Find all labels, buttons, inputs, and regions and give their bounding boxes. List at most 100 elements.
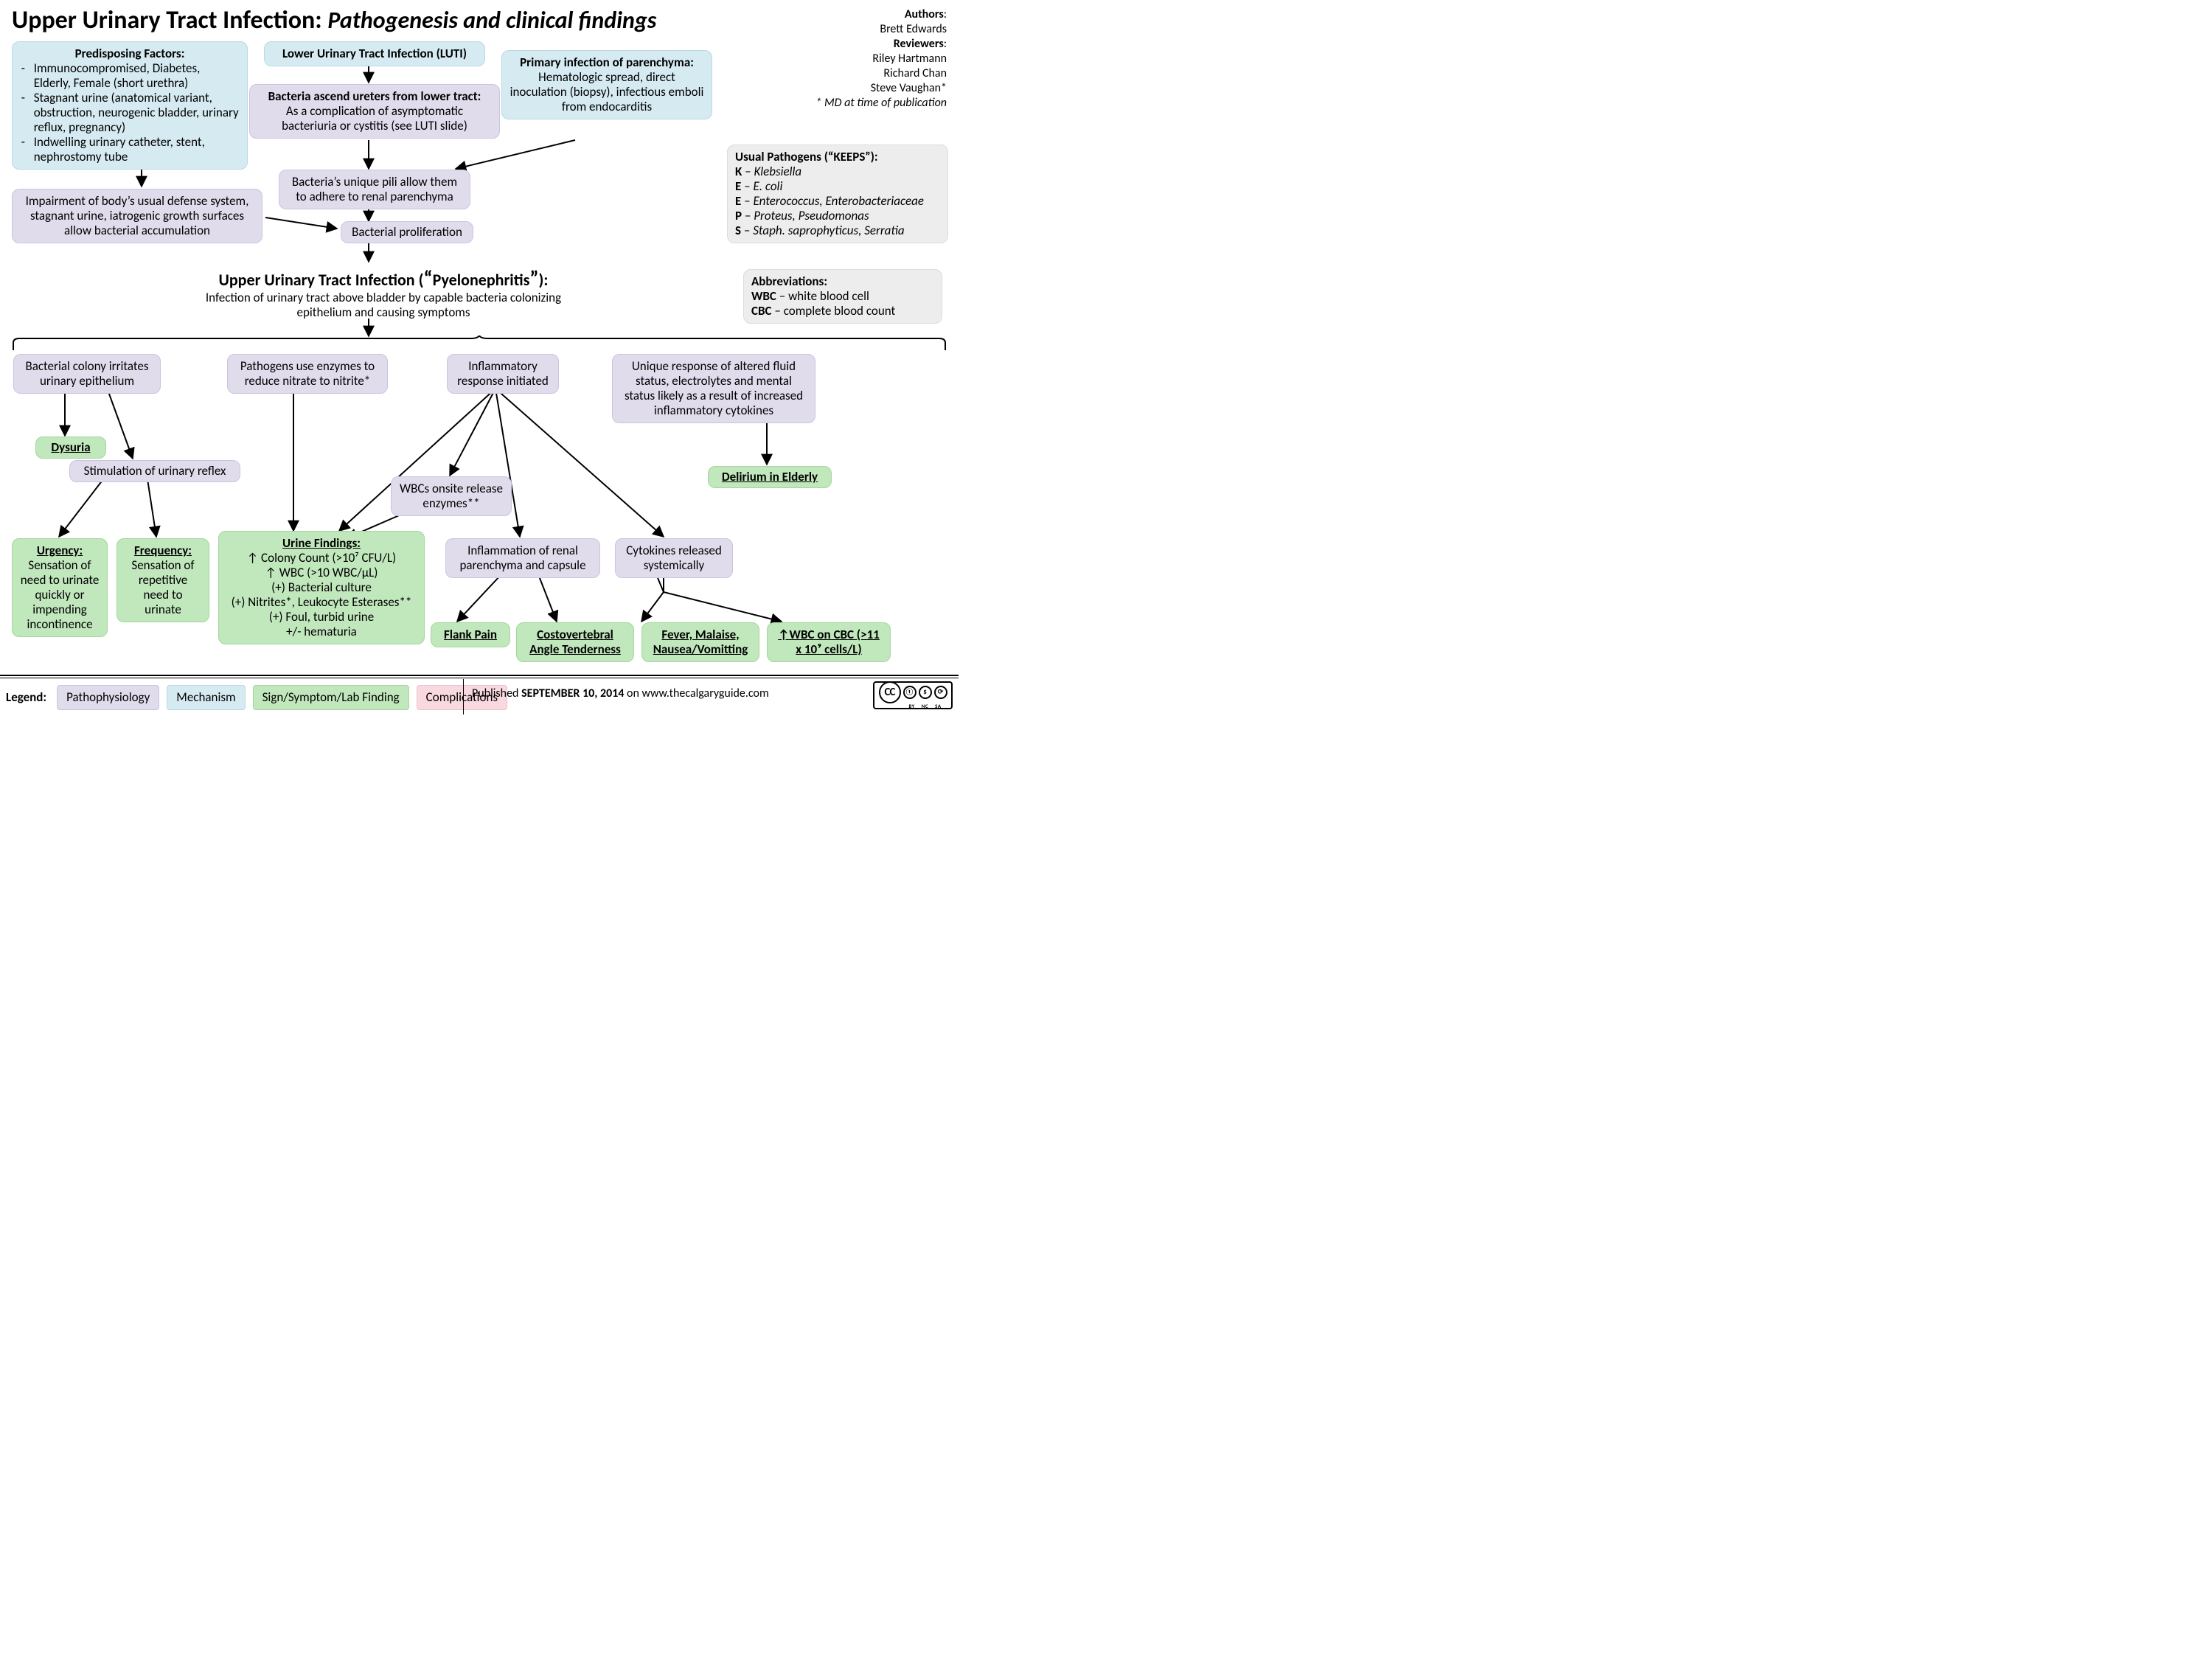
frequency-body: Sensation of repetitive need to urinate [125,558,201,617]
node-inflam: Inflammatory response initiated [447,354,559,394]
legend-pathophysiology: Pathophysiology [57,685,159,710]
predisposing-title: Predisposing Factors: [20,46,240,61]
node-renal-capsule: Inflammation of renal parenchyma and cap… [445,538,600,578]
keeps-v4: Staph. saprophyticus, Serratia [753,223,904,238]
uuti-title-post: ): [539,270,549,290]
node-fever: Fever, Malaise, Nausea/Vomitting [641,622,759,662]
authors-label: Authors [905,7,944,21]
urine-line-5: +/- hematuria [226,625,417,639]
irritates-text: Bacterial colony irritates urinary epith… [25,358,148,389]
node-flank-pain: Flank Pain [431,622,510,647]
unique-text: Unique response of altered fluid status,… [625,358,803,418]
urgency-body: Sensation of need to urinate quickly or … [20,558,100,632]
cc-sub-by: BY [908,703,914,709]
node-impairment: Impairment of body’s usual defense syste… [12,189,262,243]
credits-block: Authors: Brett Edwards Reviewers: Riley … [777,7,947,111]
urine-line-3: (+) Nitrites*, Leukocyte Esterases** [226,595,417,610]
keeps-k0: K [735,164,742,179]
keeps-title: Usual Pathogens (“KEEPS”): [735,150,940,164]
arrow-cytokines-to-wbc_cbc [664,574,782,622]
branch-bracket [12,335,947,350]
predisposing-item-0: Immunocompromised, Diabetes, Elderly, Fe… [34,61,240,91]
pub-prefix: Published [472,686,521,700]
node-proliferation: Bacterial proliferation [341,221,473,243]
pub-date: SEPTEMBER 10, 2014 [521,686,624,700]
node-pili: Bacteria’s unique pili allow them to adh… [279,170,470,209]
reviewer-2: Steve Vaughan* [777,81,947,96]
urine-line-4: (+) Foul, turbid urine [226,610,417,625]
reviewer-0: Riley Hartmann [777,52,947,66]
title-subtitle: Pathogenesis and clinical findings [327,6,656,35]
frequency-title: Frequency: [125,543,201,558]
node-wbc-cbc: ↑WBC on CBC (>11 x 10⁹ cells/L) [767,622,891,662]
luti-text: Lower Urinary Tract Infection (LUTI) [282,46,467,61]
keeps-k4: S [735,223,741,238]
uuti-body: Infection of urinary tract above bladder… [192,291,575,320]
node-wbc-enzymes: WBCs onsite release enzymes** [391,476,512,516]
cc-sub-nc: NC [922,703,928,709]
inflam-text: Inflammatory response initiated [457,358,549,389]
keeps-k2: E [735,193,741,209]
legend-mechanism: Mechanism [167,685,245,710]
node-unique-response: Unique response of altered fluid status,… [612,354,815,423]
reflex-text: Stimulation of urinary reflex [84,463,226,479]
reviewer-1: Richard Chan [777,66,947,81]
urine-title: Urine Findings: [226,536,417,551]
node-luti: Lower Urinary Tract Infection (LUTI) [264,41,485,66]
primary-title: Primary infection of parenchyma: [509,55,704,70]
costo-text: Costovertebral Angle Tenderness [529,627,621,657]
arrow-cytokines-to-fever [641,574,664,622]
cc-by-icon: ① [903,686,917,699]
author-0: Brett Edwards [777,22,947,37]
node-dysuria: Dysuria [35,437,106,459]
prolif-text: Bacterial proliferation [352,224,462,240]
keeps-v3: Proteus, Pseudomonas [754,208,869,223]
cc-sa-icon: ⟳ [934,686,947,699]
cytokines-text: Cytokines released systemically [626,543,722,573]
renal-capsule-text: Inflammation of renal parenchyma and cap… [459,543,585,573]
reviewers-label: Reviewers [894,37,944,51]
node-urgency: Urgency: Sensation of need to urinate qu… [12,538,108,637]
node-abbreviations: Abbreviations: WBC – white blood cell CB… [743,269,942,324]
predisposing-item-2: Indwelling urinary catheter, stent, neph… [34,135,240,164]
arrow-impairment-to-prolif [265,218,337,229]
arrow-reflex-to-frequency [147,479,156,537]
node-urine-findings: Urine Findings: ↑ Colony Count (>10⁷ CFU… [218,531,425,644]
abbrev-v0: white blood cell [788,288,869,304]
primary-body: Hematologic spread, direct inoculation (… [509,70,704,114]
pili-text: Bacteria’s unique pili allow them to adh… [292,174,457,204]
title-main-text: Upper Urinary Tract Infection: [12,5,322,35]
cc-nc-icon: $ [919,686,932,699]
abbrev-k1: CBC [751,303,772,319]
credits-note: * MD at time of publication [777,96,947,111]
arrow-inflam-to-wbc_enz [450,389,495,476]
abbrev-title: Abbreviations: [751,274,934,289]
arrow-irritates-to-reflex [107,388,133,459]
arrow-renal_capsule-to-costo [538,574,557,622]
nitrite-text: Pathogens use enzymes to reduce nitrate … [240,358,375,389]
node-primary-infection: Primary infection of parenchyma: Hematol… [501,50,712,119]
delirium-text: Delirium in Elderly [722,469,818,484]
node-nitrite: Pathogens use enzymes to reduce nitrate … [227,354,388,394]
uuti-q1: “ [423,265,432,291]
predisposing-item-1: Stagnant urine (anatomical variant, obst… [34,91,240,135]
ascend-title: Bacteria ascend ureters from lower tract… [257,89,492,104]
footer-divider-top [0,675,959,676]
ascend-body: As a complication of asymptomatic bacter… [257,104,492,133]
impairment-text: Impairment of body’s usual defense syste… [26,193,249,238]
keeps-v2: Enterococcus, Enterobacteriaceae [753,193,924,209]
node-cytokines: Cytokines released systemically [615,538,733,578]
flank-text: Flank Pain [444,627,497,642]
uuti-q2: ” [529,265,538,291]
node-ascend: Bacteria ascend ureters from lower tract… [249,84,500,139]
pub-suffix: on www.thecalgaryguide.com [624,686,768,700]
page-title: Upper Urinary Tract Infection: Pathogene… [12,6,656,35]
cc-sub-sa: SA [935,703,941,709]
keeps-k3: P [735,208,742,223]
node-delirium: Delirium in Elderly [708,466,832,488]
wbc-enz-text: WBCs onsite release enzymes** [400,481,503,511]
uuti-title-pre: Upper Urinary Tract Infection ( [219,270,424,290]
keeps-v0: Klebsiella [754,164,801,179]
node-predisposing-factors: Predisposing Factors: Immunocompromised,… [12,41,248,170]
uuti-title-mid: Pyelonephritis [433,270,530,290]
